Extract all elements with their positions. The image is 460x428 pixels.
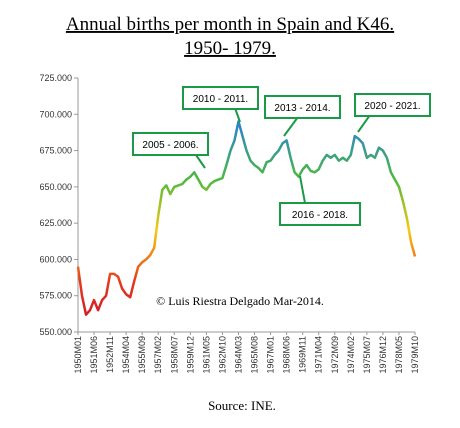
x-tick-label: 1957M02 — [153, 336, 163, 374]
annotation-box — [132, 132, 209, 156]
x-tick-label: 1968M06 — [282, 336, 292, 374]
source: Source: INE. — [208, 398, 276, 413]
x-tick-label: 1961M05 — [201, 336, 211, 374]
y-tick-label: 725.000 — [39, 73, 72, 83]
annotation: 2020 - 2021. — [364, 101, 420, 112]
pointer — [283, 116, 299, 137]
annotation: 2010 - 2011. — [193, 94, 248, 105]
x-tick-label: 1976M12 — [378, 336, 388, 374]
line — [76, 120, 417, 316]
y-tick-label: 625.000 — [39, 218, 72, 228]
y-tick-label: 550.000 — [39, 327, 72, 337]
x-tick-label: 1978M05 — [394, 336, 404, 374]
x-tick-label: 1969M11 — [298, 336, 308, 373]
x-tick-label: 1958M07 — [169, 336, 179, 374]
x-tick-label: 1979M10 — [410, 336, 420, 374]
annotation: 2013 - 2014. — [274, 103, 330, 114]
x-tick-label: 1952M11 — [105, 336, 115, 373]
x-tick-label: 1972M09 — [330, 336, 340, 374]
y-tick-label: 600.000 — [39, 254, 72, 264]
y-tick-label: 650.000 — [39, 182, 72, 192]
y-tick-label: 675.000 — [39, 146, 72, 156]
x-tick-label: 1959M12 — [185, 336, 195, 374]
annotation-box — [354, 93, 431, 117]
pointer — [195, 154, 206, 169]
chart-title: Annual births per month in Spain and K46… — [66, 14, 394, 35]
credit: © Luis Riestra Delgado Mar-2014. — [156, 294, 324, 308]
x-tick-label: 1975M07 — [362, 336, 372, 374]
annotation-box — [264, 95, 341, 119]
pointer — [234, 107, 241, 123]
annotation: 2016 - 2018. — [292, 210, 348, 221]
x-tick-label: 1974M02 — [346, 336, 356, 374]
pointer — [357, 114, 371, 133]
x-tick-label: 1965M08 — [250, 336, 260, 374]
x-tick-label: 1950M01 — [73, 336, 83, 374]
annotation: 2005 - 2006. — [142, 140, 198, 151]
x-tick-label: 1967M01 — [266, 336, 276, 374]
x-tick-label: 1962M10 — [217, 336, 227, 374]
chart-subtitle: 1950- 1979. — [184, 38, 276, 59]
annotation-box — [182, 86, 259, 110]
x-tick-label: 1951M06 — [89, 336, 99, 374]
x-tick-label: 1955M09 — [137, 336, 147, 374]
x-tick-label: 1971M04 — [314, 336, 324, 374]
annotation-box — [279, 202, 361, 226]
pointer — [299, 175, 306, 204]
x-tick-label: 1964M03 — [233, 336, 243, 374]
x-tick-label: 1954M04 — [121, 336, 131, 374]
y-tick-label: 700.000 — [39, 109, 72, 119]
y-tick-label: 575.000 — [39, 291, 72, 301]
